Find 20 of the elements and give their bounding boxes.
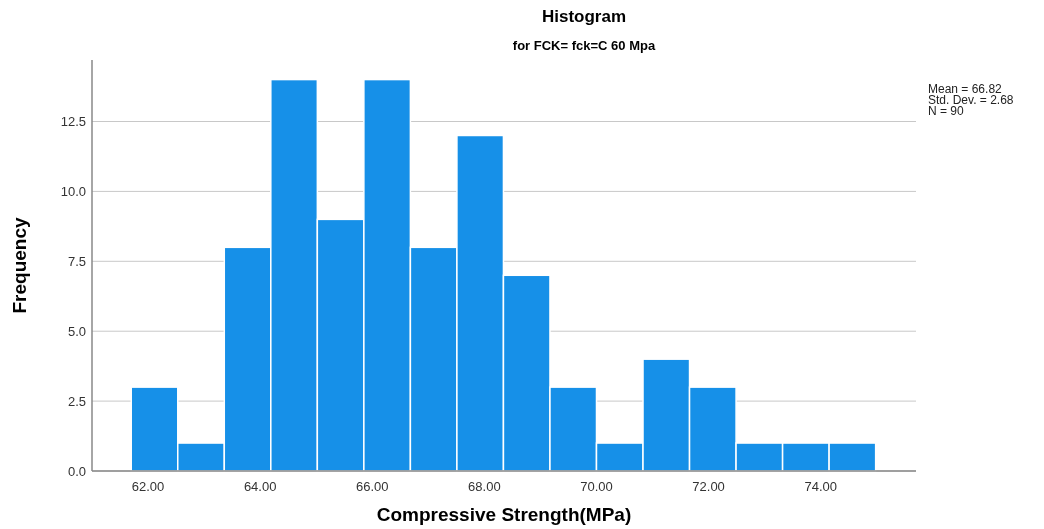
x-tick-label: 68.00 [468, 479, 501, 494]
x-tick-label: 62.00 [131, 479, 165, 494]
y-tick-label: 12.5 [60, 114, 86, 130]
chart-subtitle: for FCK= fck=C 60 Mpa [512, 38, 656, 53]
text: Mean = 66.82 [928, 82, 1003, 96]
x-tick-label: 70.00 [580, 479, 613, 494]
y-tick-label: 10.0 [60, 183, 86, 199]
x-tick-label: 66.00 [356, 479, 389, 494]
chart-title: Histogram [541, 7, 627, 26]
x-tick-label: 72.00 [692, 479, 725, 494]
y-tick-label: 5.0 [67, 323, 86, 339]
x-axis-title: Compressive Strength(MPa) [376, 504, 632, 525]
text: Std. Dev. = 2.68 [928, 93, 1014, 107]
y-tick-label: 0.0 [67, 463, 86, 479]
y-tick-label: 2.5 [67, 393, 86, 409]
x-tick-label: 74.00 [804, 479, 837, 494]
y-axis-title: Frequency [9, 217, 30, 314]
y-tick-label: 7.5 [67, 253, 86, 269]
x-tick-label: 64.00 [243, 479, 277, 494]
text: N = 90 [928, 104, 965, 118]
